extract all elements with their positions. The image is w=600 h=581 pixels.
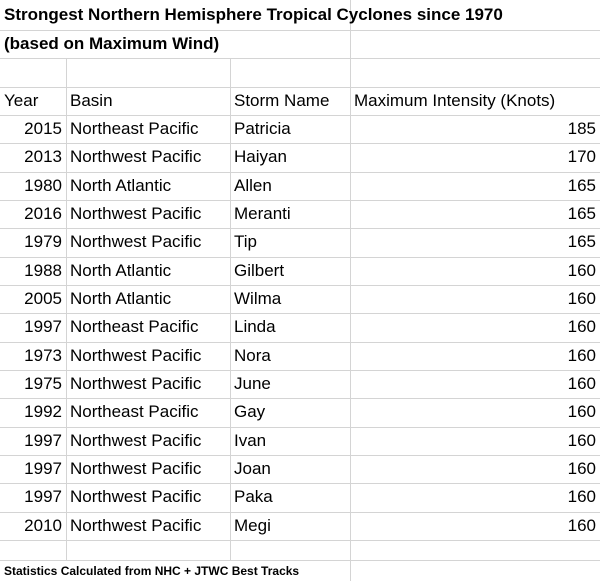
title: Strongest Northern Hemisphere Tropical C…	[4, 5, 503, 24]
table-cell: Northwest Pacific	[70, 373, 202, 393]
column-header: Basin	[70, 91, 113, 110]
table-cell: Paka	[234, 487, 273, 507]
table-cell: 160	[567, 515, 596, 535]
table-cell: 160	[567, 430, 596, 450]
grid-line	[230, 58, 231, 560]
column-header: Maximum Intensity (Knots)	[354, 91, 556, 110]
table-cell: 165	[567, 203, 596, 223]
subtitle: (based on Maximum Wind)	[4, 34, 220, 53]
table-cell: 1980	[24, 175, 62, 195]
table-cell: 165	[567, 175, 596, 195]
grid-line	[0, 285, 600, 286]
grid-line	[66, 58, 67, 560]
table-cell: Northwest Pacific	[70, 203, 202, 223]
grid-line	[0, 342, 600, 343]
table-cell: 1973	[24, 345, 62, 365]
table-cell: Ivan	[234, 430, 267, 450]
table-cell: Northeast Pacific	[70, 402, 199, 422]
grid-line	[0, 87, 600, 88]
table-cell: Linda	[234, 317, 276, 337]
table-cell: June	[234, 373, 271, 393]
table-cell: 160	[567, 317, 596, 337]
grid-line	[0, 58, 600, 59]
table-cell: 160	[567, 260, 596, 280]
table-cell: North Atlantic	[70, 288, 172, 308]
grid-line	[350, 0, 351, 581]
grid-line	[0, 228, 600, 229]
table-cell: Northwest Pacific	[70, 147, 202, 167]
table-cell: Northeast Pacific	[70, 119, 199, 138]
grid-line	[0, 398, 600, 399]
grid-line	[0, 560, 600, 561]
table-cell: Northwest Pacific	[70, 487, 202, 507]
table-cell: Joan	[234, 458, 271, 478]
table-cell: Haiyan	[234, 147, 287, 167]
grid-line	[0, 512, 600, 513]
grid-line	[0, 540, 600, 541]
table-cell: 2005	[24, 288, 62, 308]
table-cell: 1979	[24, 232, 62, 252]
table-cell: 2010	[24, 515, 62, 535]
column-header: Storm Name	[234, 91, 330, 110]
table-cell: Wilma	[234, 288, 282, 308]
grid-line	[0, 200, 600, 201]
grid-line	[0, 30, 600, 31]
grid-line	[0, 370, 600, 371]
table-cell: 1997	[24, 430, 62, 450]
table-cell: 165	[567, 232, 596, 252]
table-cell: Northeast Pacific	[70, 317, 199, 337]
table-cell: Northwest Pacific	[70, 430, 202, 450]
table-cell: 160	[567, 373, 596, 393]
table-cell: Tip	[234, 232, 257, 252]
column-header: Year	[4, 91, 39, 110]
table-cell: Nora	[234, 345, 271, 365]
table-cell: 1997	[24, 487, 62, 507]
table-cell: Megi	[234, 515, 271, 535]
table-cell: 170	[567, 147, 596, 167]
table-cell: 1988	[24, 260, 62, 280]
table-cell: Northwest Pacific	[70, 458, 202, 478]
grid-line	[0, 172, 600, 173]
table-cell: 2013	[24, 147, 62, 167]
table-cell: Northwest Pacific	[70, 515, 202, 535]
grid-line	[0, 455, 600, 456]
table-cell: Patricia	[234, 119, 291, 138]
footer: Statistics Calculated from NHC + JTWC Be…	[4, 564, 300, 578]
table-cell: Northwest Pacific	[70, 345, 202, 365]
table-cell: 160	[567, 402, 596, 422]
grid-line	[0, 483, 600, 484]
grid-line	[0, 427, 600, 428]
table-cell: North Atlantic	[70, 260, 172, 280]
table-cell: 160	[567, 487, 596, 507]
table-cell: Allen	[234, 175, 272, 195]
grid-line	[0, 143, 600, 144]
table-cell: 160	[567, 345, 596, 365]
table-cell: North Atlantic	[70, 175, 172, 195]
table-cell: 2015	[24, 119, 62, 138]
table-cell: 1997	[24, 458, 62, 478]
table-cell: 1992	[24, 402, 62, 422]
grid-line	[0, 257, 600, 258]
table-cell: 2016	[24, 203, 62, 223]
grid-line	[0, 313, 600, 314]
table-cell: 1997	[24, 317, 62, 337]
table-cell: Northwest Pacific	[70, 232, 202, 252]
table-cell: 160	[567, 288, 596, 308]
footer-span	[0, 561, 349, 581]
table-cell: Gilbert	[234, 260, 285, 280]
table-cell: 1975	[24, 373, 62, 393]
grid-line	[0, 115, 600, 116]
table-cell: 160	[567, 458, 596, 478]
table-cell: Meranti	[234, 203, 291, 223]
table-cell: 185	[567, 119, 596, 138]
table-cell: Gay	[234, 402, 266, 422]
